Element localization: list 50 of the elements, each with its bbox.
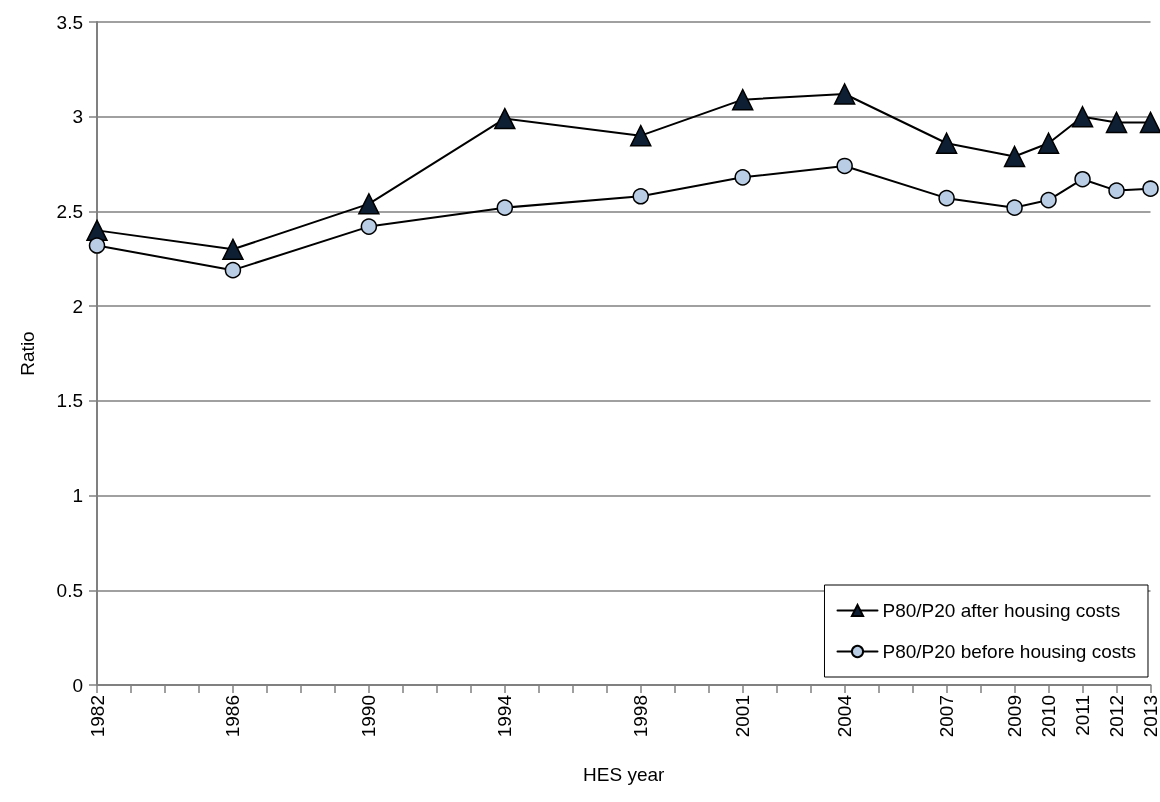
point — [935, 132, 958, 154]
x-tick-label: 2012 — [1106, 695, 1128, 738]
point — [88, 237, 106, 254]
point — [1142, 180, 1159, 197]
point — [1105, 111, 1128, 134]
y-tick-label: 2 — [72, 295, 83, 317]
point — [496, 199, 514, 216]
point — [1003, 145, 1026, 168]
point — [734, 169, 751, 186]
legend-label: P80/P20 before housing costs — [882, 641, 1137, 662]
point — [494, 107, 516, 130]
point — [836, 157, 853, 175]
x-tick-label: 2011 — [1072, 695, 1094, 736]
x-tick-label: 1986 — [222, 695, 244, 738]
point — [1139, 111, 1160, 134]
x-tick-label: 1994 — [494, 694, 516, 738]
point — [224, 261, 242, 279]
point — [222, 238, 244, 261]
y-tick-label: 0 — [72, 674, 83, 696]
x-axis-title: HES year — [583, 764, 666, 785]
x-tick-label: 2013 — [1140, 695, 1160, 738]
point — [1074, 170, 1091, 188]
point — [1006, 199, 1023, 216]
point — [833, 83, 856, 105]
x-tick-label: 1982 — [86, 695, 108, 738]
y-tick-label: 1.5 — [56, 390, 83, 412]
point — [360, 218, 378, 235]
y-tick-label: 0.5 — [56, 579, 83, 601]
point — [632, 188, 649, 205]
point — [629, 124, 652, 147]
point — [1071, 105, 1094, 128]
y-tick-label: 2.5 — [56, 200, 83, 222]
y-tick-label: 3 — [72, 106, 83, 128]
point — [1108, 182, 1125, 199]
x-tick-label: 1990 — [358, 695, 380, 738]
x-tick-label: 1998 — [630, 695, 652, 738]
x-tick-label: 2009 — [1004, 695, 1026, 738]
point — [1040, 191, 1057, 209]
y-axis-title: Ratio — [17, 331, 38, 376]
point — [358, 193, 380, 215]
y-tick-label: 3.5 — [56, 11, 83, 33]
legend-label: P80/P20 after housing costs — [882, 600, 1121, 621]
y-tick-label: 1 — [72, 485, 83, 507]
point — [938, 189, 955, 207]
point — [1037, 132, 1060, 154]
x-tick-label: 2007 — [936, 695, 958, 738]
x-tick-label: 2004 — [834, 694, 856, 738]
x-tick-label: 2001 — [732, 695, 754, 738]
x-tick-label: 2010 — [1038, 695, 1060, 738]
point — [731, 88, 754, 111]
